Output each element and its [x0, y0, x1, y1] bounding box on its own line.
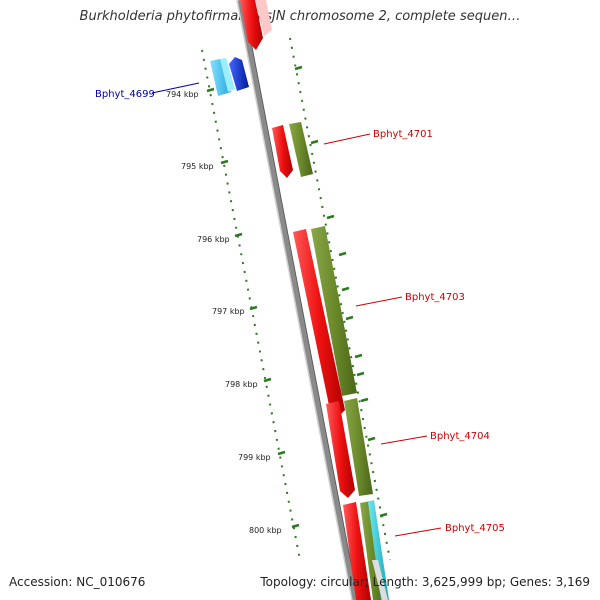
outer-track [289, 37, 391, 561]
orf-track-ticks [294, 65, 388, 518]
tick-label: 797 kbp [212, 307, 245, 316]
gene-bphyt-4701[interactable] [272, 122, 313, 178]
gene-bphyt-4704[interactable] [326, 398, 373, 498]
inner-ruler [201, 49, 301, 561]
gene-bphyt-4699[interactable] [210, 57, 249, 96]
tick-label: 796 kbp [197, 235, 230, 244]
gene-label[interactable]: Bphyt_4704 [430, 431, 490, 442]
backbone [236, 0, 359, 600]
scale-ticks: 794 kbp 795 kbp 796 kbp 797 kbp 798 kbp … [166, 87, 300, 535]
gene-label[interactable]: Bphyt_4699 [95, 89, 155, 100]
map-title: Burkholderia phytofirmans PsJN chromosom… [79, 9, 521, 24]
accession-text: Accession: NC_010676 [9, 575, 146, 589]
label-leaders [151, 82, 442, 537]
gene-bphyt-4703[interactable] [293, 226, 357, 417]
gene-label[interactable]: Bphyt_4701 [373, 129, 433, 140]
tick-label: 798 kbp [225, 380, 258, 389]
tick-label: 795 kbp [181, 162, 214, 171]
gene-label[interactable]: Bphyt_4703 [405, 292, 465, 303]
genome-summary-text: Topology: circular; Length: 3,625,999 bp… [260, 575, 590, 589]
tick-label: 799 kbp [238, 453, 271, 462]
tick-label: 794 kbp [166, 90, 199, 99]
orf-top [240, 0, 272, 50]
tick-label: 800 kbp [249, 526, 282, 535]
gene-label[interactable]: Bphyt_4705 [445, 523, 505, 534]
gene-bphyt-4705[interactable] [343, 500, 389, 600]
